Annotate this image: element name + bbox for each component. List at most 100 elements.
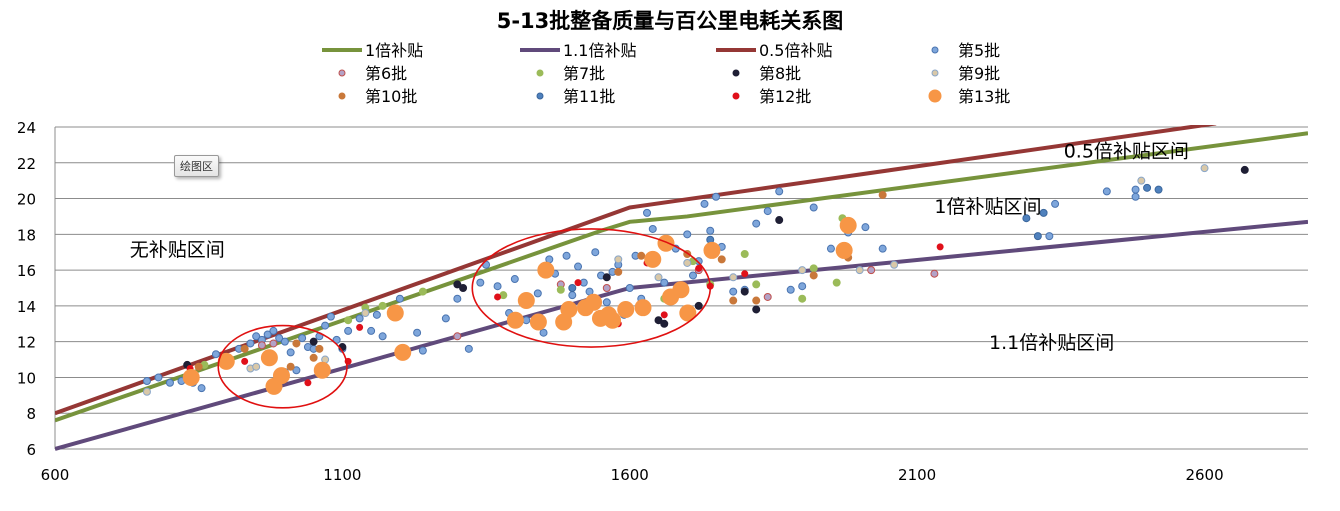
point-第9批	[683, 258, 692, 267]
point-第5批	[378, 332, 387, 341]
point-第12批	[494, 293, 502, 301]
legend-label: 第6批	[365, 64, 407, 83]
point-第13批	[560, 300, 578, 318]
point-第5批	[464, 344, 473, 353]
legend-label: 第9批	[958, 64, 1000, 83]
point-第5批	[878, 244, 887, 253]
legend-marker-swatch	[338, 92, 346, 100]
point-第5批	[321, 321, 330, 330]
point-第7批	[752, 280, 761, 289]
point-第13批	[394, 343, 412, 361]
x-tick-label: 600	[41, 466, 70, 484]
x-tick-label: 1600	[611, 466, 649, 484]
point-第12批	[741, 270, 749, 278]
legend-marker-swatch	[732, 92, 740, 100]
legend-marker-swatch	[928, 89, 942, 103]
point-第5批	[533, 289, 542, 298]
point-第5批	[1051, 199, 1060, 208]
point-第6批	[930, 269, 939, 278]
highlight-ellipse	[217, 324, 348, 409]
point-第7批	[344, 316, 353, 325]
point-第5批	[809, 203, 818, 212]
y-tick-label: 22	[17, 155, 36, 173]
point-第9批	[855, 266, 864, 275]
point-第5批	[752, 219, 761, 228]
point-第10批	[637, 251, 646, 260]
point-第5批	[648, 224, 657, 233]
legend-marker-swatch	[536, 92, 544, 100]
point-第10批	[729, 296, 738, 305]
point-第13批	[529, 313, 547, 331]
point-第5批	[574, 262, 583, 271]
point-第8批	[459, 284, 468, 292]
legend-label: 第5批	[958, 41, 1000, 60]
point-第12批	[356, 323, 364, 331]
point-第12批	[574, 279, 582, 287]
legend-marker-swatch	[931, 69, 939, 77]
y-tick-label: 12	[17, 334, 36, 352]
point-第8批	[660, 319, 669, 328]
point-第10批	[194, 362, 203, 371]
point-第10批	[315, 344, 324, 353]
point-第5批	[154, 373, 163, 382]
point-第8批	[654, 316, 663, 325]
point-第5批	[355, 314, 364, 323]
point-第13批	[634, 299, 652, 317]
point-第5批	[367, 326, 376, 335]
line-series-1	[55, 219, 1308, 451]
point-第5批	[493, 282, 502, 291]
point-第9批	[729, 273, 738, 282]
y-tick-label: 14	[17, 298, 36, 316]
chart-title: 5-13批整备质量与百公里电耗关系图	[497, 9, 844, 33]
x-tick-label: 1100	[323, 466, 361, 484]
point-第5批	[706, 226, 715, 235]
point-第5批	[643, 208, 652, 217]
legend-label: 第7批	[563, 64, 605, 83]
point-第5批	[476, 278, 485, 287]
point-第5批	[786, 285, 795, 294]
line-series-0	[55, 131, 1308, 423]
point-第10批	[809, 271, 818, 280]
point-第5批	[1131, 192, 1140, 201]
legend-label: 第11批	[563, 87, 615, 106]
point-第13批	[617, 300, 635, 318]
legend-label: 1倍补贴	[365, 41, 423, 60]
point-第13批	[313, 361, 331, 379]
point-第5批	[602, 298, 611, 307]
point-第11批	[1154, 185, 1163, 194]
legend-marker-swatch	[732, 69, 740, 77]
point-第12批	[241, 357, 249, 365]
point-第12批	[695, 264, 703, 272]
highlight-ellipse	[471, 228, 712, 348]
point-第5批	[142, 377, 151, 386]
point-第10批	[614, 267, 623, 276]
point-第5批	[700, 199, 709, 208]
point-第5批	[211, 350, 220, 359]
point-第13批	[835, 241, 853, 259]
point-第5批	[510, 275, 519, 284]
region-label: 无补贴区间	[130, 239, 225, 261]
point-第11批	[1039, 208, 1048, 217]
y-tick-label: 6	[26, 441, 36, 459]
point-第9批	[361, 309, 370, 318]
point-第10批	[878, 190, 887, 199]
point-第5批	[441, 314, 450, 323]
point-第13批	[272, 367, 290, 385]
legend-label: 1.1倍补贴	[563, 41, 636, 60]
point-第5批	[395, 294, 404, 303]
point-第6批	[269, 339, 278, 348]
region-label: 1.1倍补贴区间	[989, 332, 1114, 354]
point-第8批	[775, 216, 784, 225]
point-第13批	[182, 368, 200, 386]
point-第13批	[260, 349, 278, 367]
point-第5批	[660, 278, 669, 287]
point-第7批	[378, 301, 387, 310]
point-第10批	[286, 362, 295, 371]
point-第13批	[703, 241, 721, 259]
x-tick-label: 2100	[898, 466, 936, 484]
point-第5批	[798, 282, 807, 291]
legend-label: 0.5倍补贴	[759, 41, 832, 60]
point-第5批	[165, 378, 174, 387]
point-第8批	[309, 337, 318, 346]
